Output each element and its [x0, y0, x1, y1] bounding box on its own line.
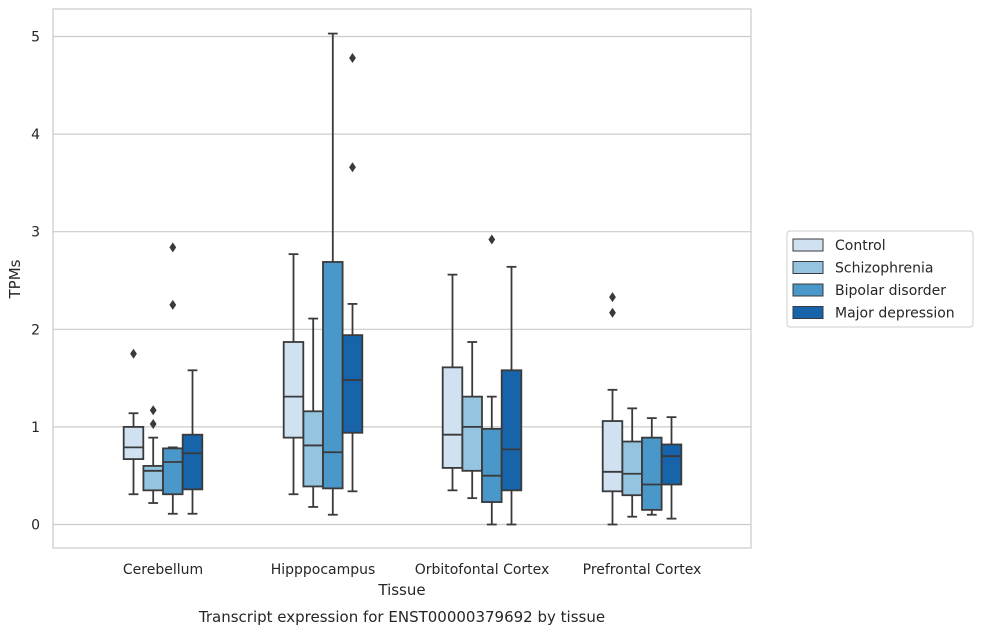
- legend-frame: [786, 230, 974, 328]
- y-tick-label: 2: [31, 322, 40, 338]
- box-major-depression: [181, 369, 204, 515]
- x-axis-title: Tissue: [377, 581, 425, 599]
- box-schizophrenia: [621, 407, 643, 518]
- y-tick-label: 5: [31, 30, 40, 46]
- box-body: [282, 341, 305, 439]
- chart-caption: Transcript expression for ENST0000037969…: [198, 608, 605, 626]
- box-control: [122, 348, 145, 496]
- legend-label: Schizophrenia: [835, 261, 933, 277]
- legend-swatch: [792, 283, 824, 297]
- x-axis-ticks: Cerebellum Hipppocampus Orbitofontal Corte…: [123, 562, 701, 578]
- box-body: [601, 420, 624, 493]
- y-axis-ticks: 0 1 2 3 4 5: [31, 30, 40, 534]
- box-major-depression: [500, 265, 523, 526]
- outlier-point: [130, 348, 137, 359]
- box-body: [500, 369, 523, 492]
- box-body: [162, 447, 184, 496]
- box-body: [481, 427, 503, 503]
- box-body: [341, 334, 364, 434]
- x-tick-label: Cerebellum: [123, 562, 203, 578]
- box-body: [621, 440, 643, 497]
- legend-swatch: [792, 306, 824, 319]
- box-schizophrenia: [461, 341, 483, 500]
- box-control: [282, 253, 305, 496]
- gridlines: [53, 35, 751, 526]
- outlier-point: [149, 418, 157, 429]
- box-body: [122, 425, 145, 461]
- x-tick-label: Hipppocampus: [271, 562, 376, 578]
- box-groups: [122, 32, 683, 526]
- box-body: [641, 436, 663, 511]
- box-body: [441, 366, 464, 469]
- x-tick-label: Orbitofontal Cortex: [415, 562, 550, 578]
- plot-frame: [52, 8, 752, 549]
- box-body: [461, 395, 483, 472]
- outlier-point: [169, 242, 177, 253]
- outlier-point: [349, 52, 356, 63]
- legend-label: Major depression: [835, 306, 955, 322]
- legend-swatch: [792, 238, 824, 252]
- box-control: [441, 273, 464, 492]
- y-tick-label: 3: [31, 225, 40, 241]
- box-major-depression: [660, 416, 683, 520]
- outlier-point: [488, 234, 496, 245]
- outlier-point: [609, 307, 616, 318]
- y-tick-label: 4: [31, 127, 40, 143]
- outlier-point: [149, 405, 157, 416]
- box-body: [660, 443, 683, 486]
- legend-swatch: [792, 261, 824, 274]
- outlier-point: [609, 292, 616, 303]
- box-body: [322, 261, 344, 490]
- outlier-point: [169, 299, 177, 310]
- outlier-point: [349, 162, 356, 173]
- box-control: [601, 292, 624, 526]
- box-bipolar-disorder: [322, 32, 344, 516]
- box-body: [181, 433, 204, 491]
- box-schizophrenia: [302, 317, 324, 508]
- box-body: [302, 410, 324, 488]
- legend-label: Bipolar disorder: [835, 283, 946, 299]
- y-tick-label: 1: [31, 420, 40, 436]
- legend-label: Control: [835, 238, 886, 254]
- legend: Control Schizophrenia Bipolar disorder Majo…: [786, 230, 974, 328]
- box-body: [142, 465, 164, 492]
- x-tick-label: Prefrontal Cortex: [583, 562, 702, 578]
- box-major-depression: [341, 52, 364, 493]
- y-tick-label: 0: [31, 518, 40, 534]
- box-bipolar-disorder: [481, 234, 503, 526]
- y-axis-title: TPMs: [6, 259, 24, 299]
